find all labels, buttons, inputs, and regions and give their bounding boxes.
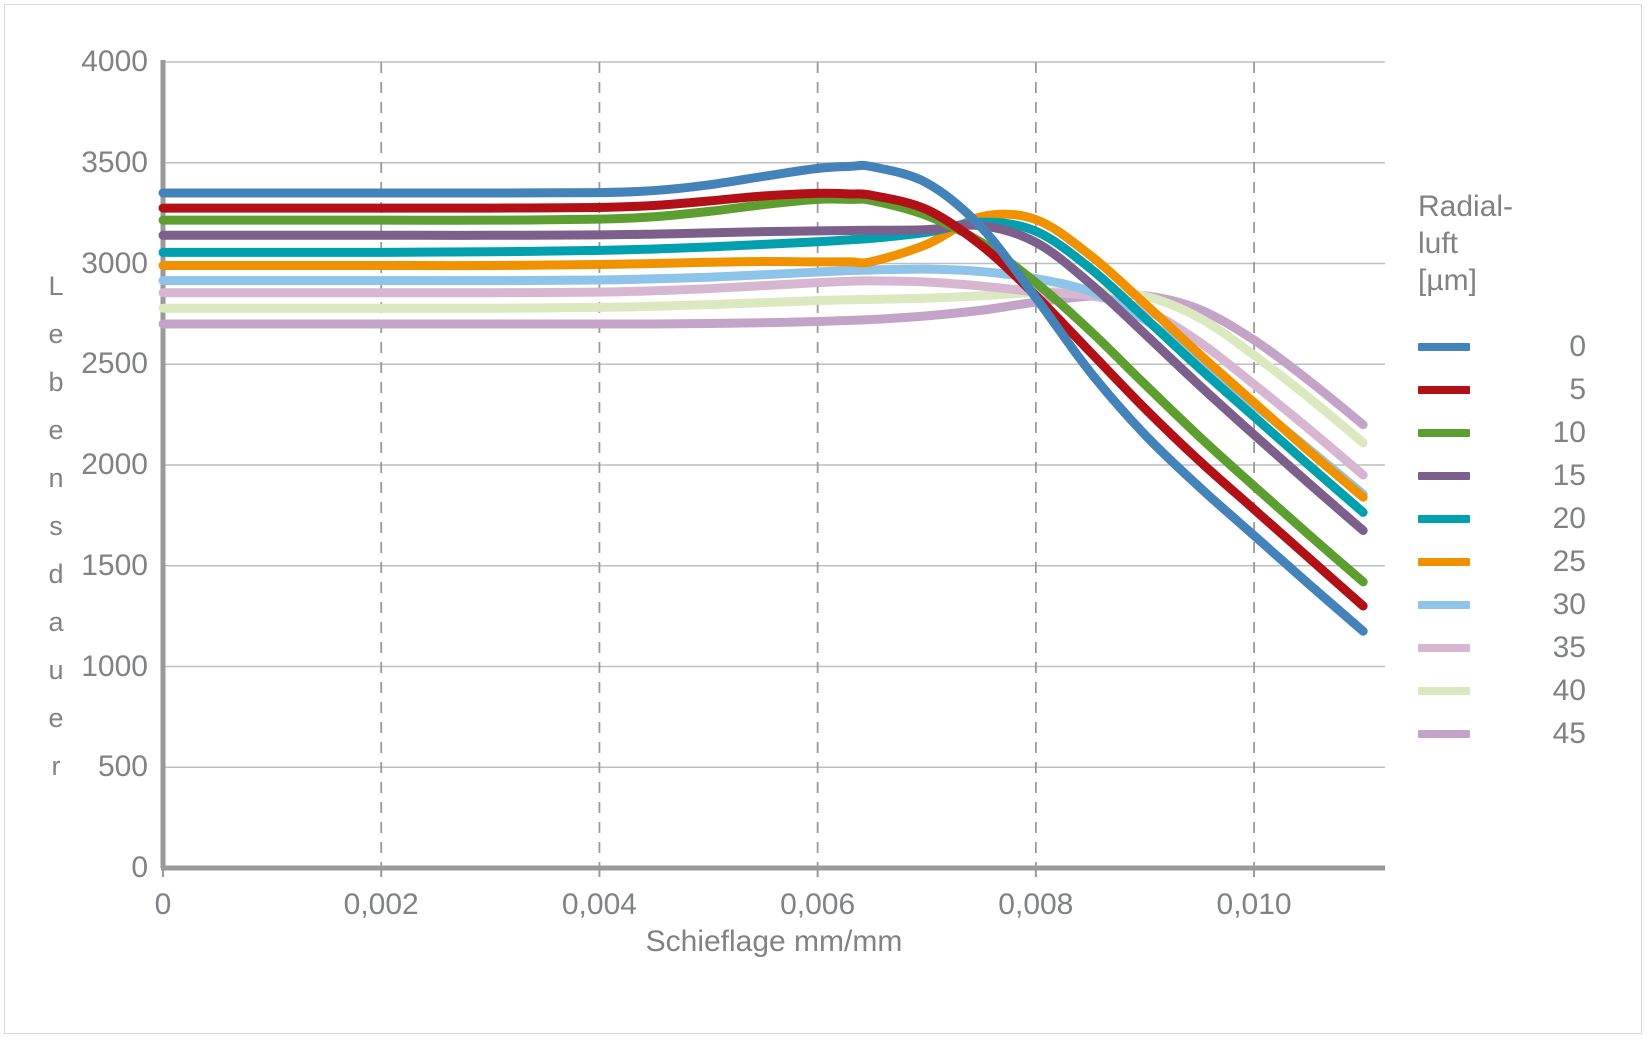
y-axis-title-letter: d [48,559,64,589]
series-line-45[interactable] [158,290,1368,430]
y-tick-label: 2000 [81,448,148,481]
series-line-15[interactable] [158,220,1368,535]
series-line-40[interactable] [158,286,1368,448]
y-tick-label: 500 [97,750,148,784]
legend-color-swatch [1418,514,1470,523]
legend-item-20[interactable]: 20 [1418,497,1618,540]
legend-item-label: 15 [1552,458,1586,492]
legend-title-line: Radial- [1418,190,1514,223]
legend-item-15[interactable]: 15 [1418,454,1618,497]
y-axis-title-letter: e [48,415,64,445]
legend-item-25[interactable]: 25 [1418,540,1618,583]
legend-item-label: 35 [1552,630,1586,664]
legend-color-swatch [1418,729,1470,738]
legend-item-label: 5 [1569,372,1586,406]
legend-color-swatch [1418,342,1470,351]
y-axis-title-letter: r [51,751,61,781]
y-tick-label: 3500 [81,145,148,179]
y-axis-title-letter: L [48,271,64,301]
legend-item-label: 0 [1569,329,1586,363]
y-axis-title-letter: b [48,367,64,397]
legend-item-label: 30 [1552,587,1586,621]
y-axis-tick-labels: 0 500 1000 1500 2000 2500 3000 3500 4000 [0,0,160,1042]
legend-item-label: 40 [1552,673,1586,707]
x-axis-title: Schieflage mm/mm [645,925,903,958]
legend-color-swatch [1418,385,1470,394]
series-line-35[interactable] [158,276,1368,480]
x-tick-label: 0,006 [780,888,856,921]
y-axis-title-letter: e [48,319,64,349]
legend-title-line: luft [1418,227,1459,260]
y-tick-label: 4000 [81,45,148,78]
chart-frame [4,4,1642,1034]
legend-item-10[interactable]: 10 [1418,411,1618,454]
y-tick-label: 3000 [81,246,148,280]
series-line-5[interactable] [158,188,1368,611]
legend-title-line: [µm] [1418,264,1477,297]
legend-color-swatch [1418,643,1470,652]
legend-title: Radial-luft [µm] [1418,188,1618,299]
y-tick-label: 2500 [81,347,148,381]
y-axis-title-letter: u [48,655,64,685]
x-tick-label: 0,004 [561,888,637,921]
series-line-25[interactable] [158,209,1368,502]
legend-color-swatch [1418,686,1470,695]
legend: Radial-luft [µm] 0 5 10 15 20 25 30 35 40 45 [1418,188,1618,755]
legend-item-5[interactable]: 5 [1418,368,1618,411]
legend-item-label: 20 [1552,501,1586,535]
legend-item-45[interactable]: 45 [1418,712,1618,755]
y-axis-title-letter: a [48,607,64,637]
series-line-10[interactable] [158,194,1368,587]
legend-color-swatch [1418,471,1470,480]
legend-item-label: 25 [1552,544,1586,578]
x-tick-label: 0,010 [1216,888,1292,921]
series-line-0[interactable] [158,160,1368,636]
legend-item-40[interactable]: 40 [1418,669,1618,712]
legend-item-label: 45 [1552,716,1586,750]
series-line-20[interactable] [158,217,1368,517]
legend-item-30[interactable]: 30 [1418,583,1618,626]
legend-item-label: 10 [1552,415,1586,449]
y-tick-label: 1500 [81,548,148,582]
legend-color-swatch [1418,428,1470,437]
x-tick-label: 0 [154,888,172,921]
x-tick-label: 0,008 [998,888,1074,921]
y-tick-label: 1000 [81,649,148,683]
y-axis-title-letter: s [49,511,63,541]
legend-item-35[interactable]: 35 [1418,626,1618,669]
series-line-30[interactable] [158,264,1368,499]
x-tick-label: 0,002 [343,888,419,921]
y-axis-title-letter: n [48,463,64,493]
y-tick-label: 0 [131,851,148,884]
legend-items: 0 5 10 15 20 25 30 35 40 45 [1418,325,1618,755]
legend-item-0[interactable]: 0 [1418,325,1618,368]
legend-color-swatch [1418,557,1470,566]
legend-color-swatch [1418,600,1470,609]
y-axis-title-letter: e [48,703,64,733]
